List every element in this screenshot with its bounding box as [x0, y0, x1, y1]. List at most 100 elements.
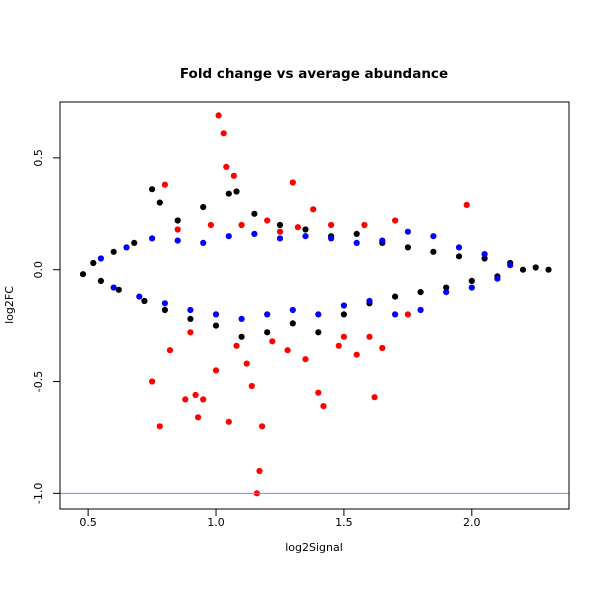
data-point: [379, 344, 386, 352]
data-point: [507, 262, 514, 269]
data-point: [289, 306, 296, 314]
data-point: [463, 201, 470, 208]
data-point: [195, 414, 202, 421]
y-tick-label: 0.5: [32, 149, 45, 167]
data-point: [392, 311, 399, 318]
data-point: [392, 293, 399, 300]
data-point: [328, 221, 335, 229]
data-point: [276, 228, 284, 235]
data-point: [417, 306, 424, 314]
data-point: [187, 306, 194, 314]
data-point: [379, 237, 386, 244]
data-point: [200, 396, 207, 403]
y-tick-label: 0.0: [32, 261, 45, 279]
data-point: [284, 347, 291, 354]
data-point: [90, 259, 97, 267]
data-point: [320, 403, 327, 410]
data-point: [215, 112, 222, 119]
data-point: [302, 226, 309, 233]
data-point: [149, 378, 156, 385]
data-point: [212, 367, 220, 374]
data-point: [315, 311, 322, 318]
data-point: [182, 396, 189, 403]
data-point: [366, 333, 373, 340]
data-point: [294, 224, 301, 231]
data-point: [149, 235, 156, 242]
data-point: [328, 235, 335, 242]
data-point: [371, 394, 378, 401]
data-point: [310, 206, 317, 213]
data-point: [161, 181, 168, 188]
data-point: [225, 418, 232, 425]
data-point: [353, 351, 360, 358]
data-point: [110, 284, 117, 291]
data-point: [481, 255, 488, 262]
data-point: [302, 233, 309, 240]
data-point: [455, 253, 463, 260]
data-point: [315, 389, 322, 396]
data-point: [417, 289, 424, 296]
data-point: [251, 210, 258, 217]
data-point: [251, 230, 258, 237]
data-point: [269, 338, 276, 345]
data-point: [212, 322, 220, 329]
data-point: [174, 217, 181, 224]
data-point: [220, 130, 227, 137]
x-tick-label: 2.0: [463, 516, 481, 529]
data-points: [79, 112, 552, 497]
data-point: [302, 356, 309, 363]
data-point: [97, 255, 104, 262]
x-axis: 0.5 1.0 1.5 2.0: [79, 508, 481, 529]
data-point: [545, 266, 552, 273]
data-point: [443, 289, 450, 296]
data-point: [340, 302, 347, 309]
data-point: [340, 333, 347, 340]
data-point: [353, 230, 360, 237]
data-point: [161, 306, 168, 314]
data-point: [149, 186, 156, 193]
data-point: [136, 293, 143, 300]
data-point: [430, 248, 437, 255]
data-point: [200, 239, 207, 246]
data-point: [335, 342, 342, 349]
data-point: [404, 311, 411, 318]
data-point: [223, 163, 230, 170]
data-point: [238, 315, 245, 322]
data-point: [110, 248, 117, 255]
data-point: [174, 226, 181, 233]
data-point: [404, 244, 411, 251]
y-axis-label: log2FC: [3, 286, 16, 324]
data-point: [225, 233, 232, 240]
data-point: [192, 391, 199, 399]
data-point: [156, 423, 163, 430]
data-point: [187, 329, 194, 336]
data-point: [404, 228, 411, 235]
data-point: [212, 311, 220, 318]
data-point: [276, 221, 284, 229]
data-point: [353, 239, 360, 246]
data-point: [264, 217, 271, 224]
plot-frame: [59, 101, 570, 510]
y-tick-label: -1.0: [32, 483, 45, 504]
data-point: [289, 179, 296, 186]
data-point: [200, 204, 207, 211]
data-point: [494, 275, 501, 282]
chart-title: Fold change vs average abundance: [180, 66, 448, 82]
x-tick-label: 1.5: [335, 516, 353, 529]
data-point: [233, 342, 240, 349]
y-axis: -1.0 -0.5 0.0 0.5: [32, 149, 61, 504]
data-point: [259, 423, 266, 430]
data-point: [97, 277, 104, 284]
data-point: [366, 297, 373, 305]
data-point: [430, 233, 437, 240]
data-point: [238, 333, 245, 340]
data-point: [519, 266, 527, 273]
data-point: [238, 221, 245, 229]
data-point: [187, 315, 194, 322]
x-tick-label: 0.5: [79, 516, 97, 529]
data-point: [174, 237, 181, 244]
data-point: [443, 284, 450, 291]
data-point: [79, 271, 87, 278]
data-point: [115, 286, 122, 293]
